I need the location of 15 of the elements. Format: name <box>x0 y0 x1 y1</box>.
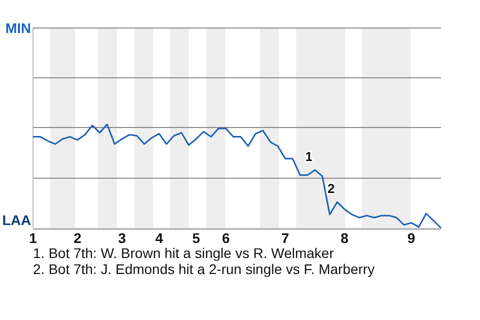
x-tick-label: 2 <box>74 230 82 246</box>
x-tick-label: 1 <box>29 230 38 246</box>
x-tick-label: 8 <box>340 230 349 246</box>
x-tick-label: 4 <box>155 230 164 246</box>
text: LAA <box>2 212 31 228</box>
x-tick-label: 3 <box>118 230 126 246</box>
annotation: 1 <box>305 148 313 164</box>
x-tick-label: 5 <box>192 230 200 246</box>
x-tick-label: 9 <box>407 230 416 246</box>
text: 2. Bot 7th: J. Edmonds hit a 2-run single vs F. Marberry <box>33 261 375 277</box>
text: 1. Bot 7th: W. Brown hit a single vs R. Welmaker <box>33 245 334 261</box>
x-tick-label: 6 <box>222 230 230 246</box>
text: MIN <box>5 20 31 36</box>
x-tick-label: 7 <box>281 230 290 246</box>
annotation: 2 <box>328 181 335 196</box>
